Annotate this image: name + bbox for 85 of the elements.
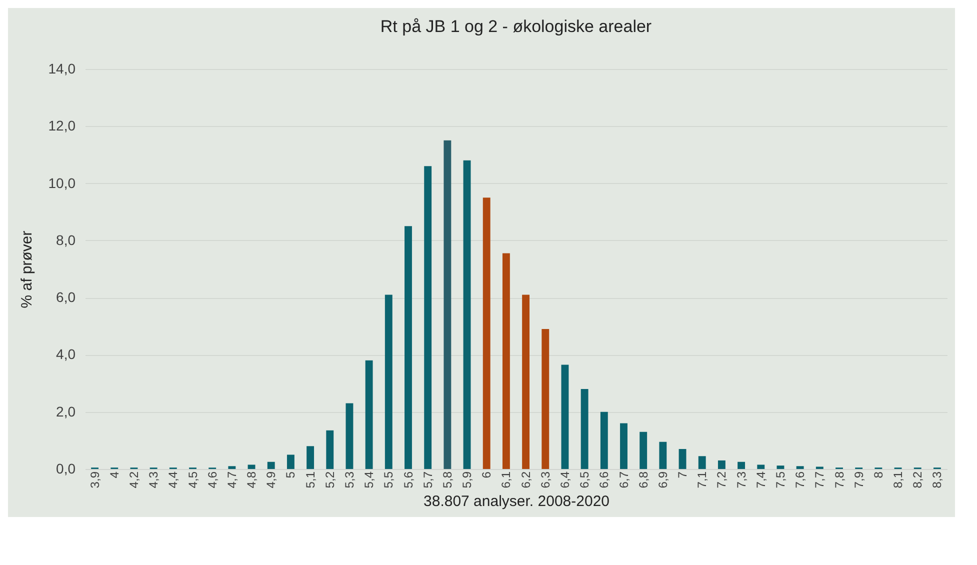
bar	[561, 364, 569, 469]
x-tick-label: 4,9	[264, 471, 278, 488]
x-tick-label: 8,3	[930, 471, 944, 488]
x-tick-label: 5,7	[420, 471, 435, 488]
bar	[796, 466, 804, 469]
x-tick-label: 4,7	[224, 471, 239, 488]
x-tick-label: 4,5	[186, 471, 200, 488]
bar	[542, 329, 550, 469]
y-tick-label: 12,0	[48, 118, 76, 134]
x-tick-label: 8,2	[910, 471, 925, 488]
x-tick-label: 6,5	[578, 471, 592, 488]
bar	[757, 464, 765, 469]
bar	[306, 446, 314, 469]
x-tick-label: 4,8	[244, 471, 259, 488]
x-tick-label: 5,8	[440, 471, 454, 488]
bar	[286, 454, 294, 469]
x-tick-label: 6,8	[636, 471, 650, 488]
bar	[738, 462, 746, 469]
x-tick-label: 7,2	[714, 471, 729, 488]
bar	[522, 294, 530, 469]
x-tick-label: 4,4	[166, 471, 180, 488]
x-tick-label: 4,2	[126, 471, 141, 488]
bar	[267, 462, 275, 469]
x-tick-label: 6	[480, 471, 494, 478]
bar	[248, 464, 256, 469]
x-tick-label: 5,3	[342, 471, 356, 488]
x-tick-label: 7	[676, 471, 690, 478]
y-tick-label: 0,0	[56, 460, 76, 476]
x-tick-label: 5,5	[382, 471, 396, 488]
x-tick-label: 8	[871, 471, 886, 478]
x-tick-label: 4	[107, 471, 122, 478]
x-tick-label: 7,9	[852, 471, 866, 488]
x-tick-label: 5,4	[362, 471, 376, 488]
bar	[502, 253, 510, 469]
chart-title: Rt på JB 1 og 2 - økologiske arealer	[380, 17, 652, 36]
bar	[365, 360, 373, 469]
bar	[346, 403, 354, 469]
x-tick-label: 7,5	[773, 471, 788, 488]
bar	[384, 294, 392, 469]
bar	[698, 456, 706, 469]
bar	[659, 442, 667, 469]
x-tick-label: 5,1	[303, 471, 318, 488]
x-tick-label: 5,2	[322, 471, 337, 488]
x-tick-label: 5,9	[460, 471, 474, 488]
x-tick-label: 6,7	[616, 471, 631, 488]
bar	[620, 423, 628, 469]
y-tick-label: 6,0	[56, 289, 76, 306]
y-tick-label: 10,0	[48, 174, 76, 191]
x-tick-label: 6,4	[558, 471, 572, 488]
bar	[600, 412, 608, 469]
bar	[482, 198, 490, 469]
x-tick-label: 7,4	[754, 471, 768, 488]
bar	[718, 460, 726, 469]
x-tick-label: 3,9	[88, 471, 102, 488]
x-tick-label: 5	[284, 471, 298, 478]
x-tick-label: 6,6	[597, 471, 612, 488]
bar	[463, 160, 471, 469]
x-tick-label: 7,3	[734, 471, 748, 488]
x-tick-label: 7,7	[812, 471, 827, 488]
x-tick-label: 4,3	[146, 471, 161, 488]
y-tick-label: 14,0	[48, 60, 76, 76]
bar	[776, 466, 784, 469]
x-tick-label: 7,6	[793, 471, 808, 488]
bar	[580, 389, 588, 469]
bar	[444, 140, 452, 469]
x-tick-label: 8,1	[891, 471, 906, 488]
bar	[640, 432, 648, 469]
x-tick-label: 6,2	[518, 471, 533, 488]
y-tick-label: 4,0	[56, 346, 76, 362]
bar	[424, 166, 432, 469]
x-tick-label: 7,8	[832, 471, 846, 488]
y-tick-label: 8,0	[56, 232, 76, 248]
bar	[678, 449, 686, 469]
x-tick-label: 4,6	[205, 471, 220, 488]
bar	[228, 466, 236, 469]
y-axis-title: % af prøver	[18, 230, 36, 308]
x-tick-label: 6,3	[538, 471, 552, 488]
x-tick-label: 5,6	[401, 471, 416, 488]
x-tick-label: 6,9	[656, 471, 670, 488]
bar	[404, 226, 412, 469]
bar	[326, 430, 334, 469]
x-axis-title: 38.807 analyser. 2008-2020	[424, 493, 610, 510]
x-tick-label: 7,1	[695, 471, 710, 488]
y-tick-label: 2,0	[56, 403, 76, 420]
x-tick-label: 6,1	[499, 471, 514, 488]
